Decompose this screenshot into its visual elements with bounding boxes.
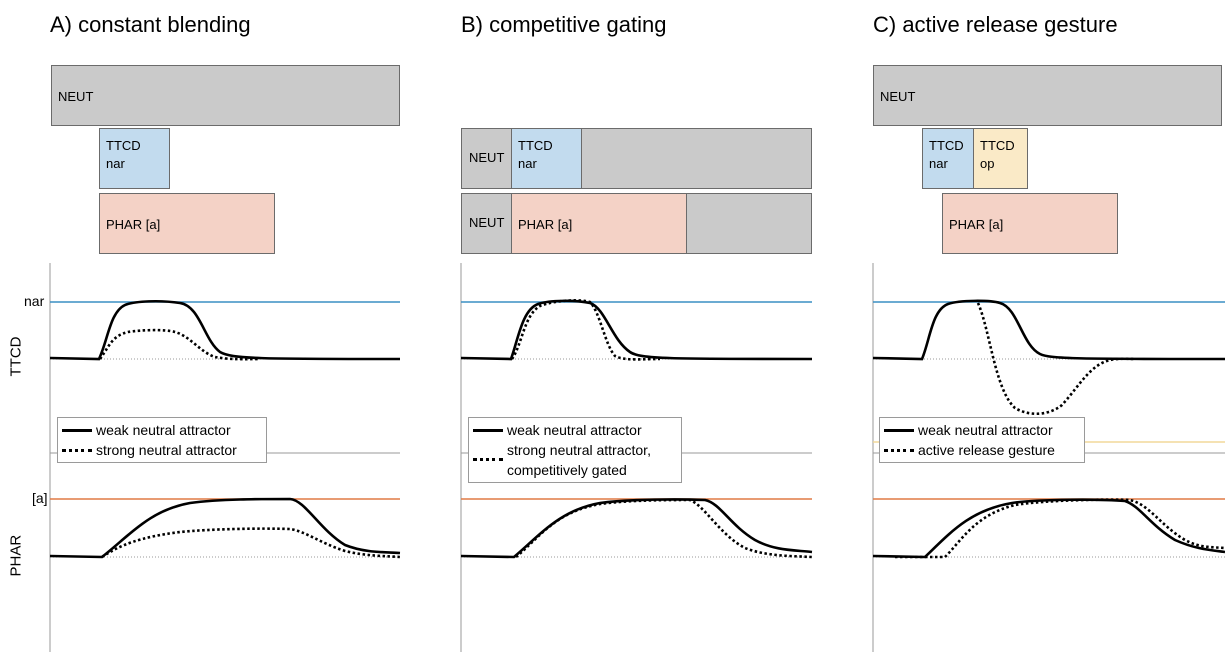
panel-b-phar-label: PHAR [a] — [518, 217, 573, 232]
ttcd-target-tick: nar — [24, 293, 45, 309]
panel-a-title: A) constant blending — [50, 12, 251, 37]
panel-b-neut-label-1: NEUT — [469, 150, 505, 165]
panel-b-ttcd-target: nar — [518, 156, 537, 171]
panel-c-legend: weak neutral attractor active release ge… — [879, 417, 1085, 463]
panel-a-neut-box: NEUT — [51, 65, 400, 126]
panel-c-title: C) active release gesture — [873, 12, 1118, 37]
panel-b-phar-box: PHAR [a] — [511, 193, 687, 254]
legend-solid-swatch — [884, 429, 914, 432]
panel-b-title: B) competitive gating — [461, 12, 667, 37]
panel-c-ttcd-release-curve — [976, 302, 1136, 415]
panel-a-phar-weak-curve — [49, 497, 401, 559]
panel-a-ttcd-box: TTCD nar — [99, 128, 170, 189]
panel-b-neut-box-2: NEUT — [461, 193, 512, 254]
panel-c-ttcd-nar-label: TTCD — [929, 138, 964, 153]
panel-a-ttcd-strong-curve — [98, 328, 261, 361]
legend-item-weak: weak neutral attractor — [884, 420, 1080, 440]
legend-label: weak neutral attractor — [96, 422, 231, 438]
legend-item-weak: weak neutral attractor — [473, 420, 677, 440]
panel-c-ttcd-op-label: TTCD — [980, 138, 1015, 153]
phar-target-tick: [a] — [32, 490, 48, 506]
ttcd-row-label: TTCD — [7, 336, 25, 377]
panel-b-neut-box-1: NEUT — [461, 128, 512, 189]
legend-label: weak neutral attractor — [918, 422, 1053, 438]
panel-c-ttcd-op-target: op — [980, 156, 995, 171]
phar-row-label: PHAR — [7, 534, 25, 577]
legend-label: active release gesture — [918, 442, 1055, 458]
legend-dotted-swatch — [473, 458, 503, 461]
legend-label: strong neutral attractor, competitively … — [507, 442, 651, 478]
panel-b-phar-strong-curve — [515, 498, 813, 559]
panel-c-neut-box: NEUT — [873, 65, 1222, 126]
legend-item-strong: strong neutral attractor, competitively … — [473, 440, 677, 480]
panel-a-ttcd-weak-curve — [49, 299, 401, 361]
panel-a-ttcd-label: TTCD — [106, 138, 141, 153]
legend-solid-swatch — [62, 429, 92, 432]
panel-b-neut-box-1-tail — [581, 128, 812, 189]
panel-b-legend: weak neutral attractor strong neutral at… — [468, 417, 682, 483]
panel-a-phar-strong-curve — [101, 527, 401, 559]
panel-c-ttcd-op-box: TTCD op — [973, 128, 1028, 189]
panel-c-phar-label: PHAR [a] — [949, 217, 1004, 232]
panel-c-phar-weak-curve — [872, 498, 1225, 559]
legend-solid-swatch — [473, 429, 503, 432]
legend-dotted-swatch — [884, 449, 914, 452]
legend-item-release: active release gesture — [884, 440, 1080, 460]
panel-b-ttcd-weak-curve — [460, 299, 813, 361]
panel-c-phar-release-curve — [895, 498, 1225, 559]
legend-label: weak neutral attractor — [507, 422, 642, 438]
panel-c-neut-label: NEUT — [880, 89, 916, 104]
panel-c-ttcd-weak-curve — [872, 299, 1225, 361]
legend-item-strong: strong neutral attractor — [62, 440, 262, 460]
panel-b-phar-weak-curve — [460, 498, 813, 559]
panel-b-neut-box-2-tail — [686, 193, 812, 254]
panel-a-neut-label: NEUT — [58, 89, 94, 104]
legend-dotted-swatch — [62, 449, 92, 452]
panel-a-phar-label: PHAR [a] — [106, 217, 161, 232]
legend-label: strong neutral attractor — [96, 442, 237, 458]
panel-b-ttcd-label: TTCD — [518, 138, 553, 153]
panel-a-ttcd-target: nar — [106, 156, 125, 171]
panel-c-ttcd-nar-target: nar — [929, 156, 948, 171]
panel-a-phar-box: PHAR [a] — [99, 193, 275, 254]
panel-b-neut-label-2: NEUT — [469, 215, 505, 230]
legend-item-weak: weak neutral attractor — [62, 420, 262, 440]
panel-b-ttcd-box: TTCD nar — [511, 128, 582, 189]
panel-a-legend: weak neutral attractor strong neutral at… — [57, 417, 267, 463]
panel-b-ttcd-strong-curve — [510, 299, 661, 361]
panel-c-phar-box: PHAR [a] — [942, 193, 1118, 254]
